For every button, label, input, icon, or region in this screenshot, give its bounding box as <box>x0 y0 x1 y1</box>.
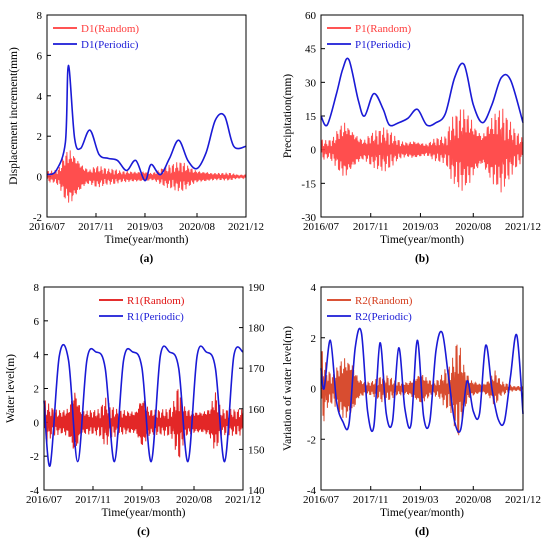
x-tick-label: 2017/11 <box>75 494 111 506</box>
y-axis-label: Displacement increment(mm) <box>8 47 20 185</box>
y-tick-label: 4 <box>311 282 317 294</box>
plot-frame <box>46 14 247 218</box>
panel-label: (d) <box>415 526 429 538</box>
x-tick-label: 2016/07 <box>303 221 340 233</box>
y-tick-label: 4 <box>37 91 43 103</box>
y-tick-label: 0 <box>311 384 317 396</box>
chart-b: 2016/07 2017/11 2019/03 2020/08 2021/12 -30 -1… <box>282 10 541 265</box>
plot-frame <box>43 286 244 491</box>
y-tick-label: 15 <box>305 111 317 123</box>
x-tick-label: 2019/03 <box>127 221 164 233</box>
x-tick-label: 2021/12 <box>225 494 261 506</box>
x-tick-label: 2021/12 <box>505 494 541 506</box>
x-tick-label: 2017/11 <box>353 221 389 233</box>
y-axis-label: Water level(m) <box>5 354 17 423</box>
y-tick-label: -2 <box>33 212 42 224</box>
x-axis-label: Time(year/month) <box>105 234 189 246</box>
chart-d: 2016/07 2017/11 2019/03 2020/08 2021/12 -4 -2 0… <box>282 282 541 538</box>
panel-label: (a) <box>140 253 154 265</box>
chart-c: 2016/07 2017/11 2019/03 2020/08 2021/12 -4 -2 0… <box>5 282 265 538</box>
y-tick-label: -30 <box>301 212 316 224</box>
y-tick-label: 2 <box>34 384 40 396</box>
x-tick-label: 2020/08 <box>455 494 492 506</box>
legend-entry: R2(Random) <box>355 295 413 307</box>
x-axis-label: Time(year/month) <box>380 234 464 246</box>
x-tick-label: 2016/07 <box>26 494 63 506</box>
y-tick-label: -2 <box>30 451 39 463</box>
legend-entry: R2(Periodic) <box>355 311 412 323</box>
x-tick-label: 2019/03 <box>402 494 439 506</box>
y-tick-label: 0 <box>34 417 40 429</box>
y-tick-label: 0 <box>311 145 317 157</box>
x-tick-label: 2021/12 <box>228 221 264 233</box>
legend-entry: R1(Periodic) <box>127 311 184 323</box>
panel-label: (c) <box>137 526 150 538</box>
y-tick-label: 60 <box>305 10 317 22</box>
y-axis-label: Variation of water level(m) <box>282 326 294 451</box>
x-axis-label: Time(year/month) <box>102 507 186 519</box>
y2-tick-label: 160 <box>248 404 265 416</box>
x-axis-label: Time(year/month) <box>380 507 464 519</box>
legend-entry: D1(Random) <box>81 23 139 35</box>
y-tick-label: -4 <box>30 485 40 497</box>
y-tick-label: 30 <box>305 77 317 89</box>
y2-tick-label: 190 <box>248 282 265 294</box>
legend-entry: P1(Random) <box>355 23 412 35</box>
legend-entry: P1(Periodic) <box>355 39 411 51</box>
plot-frame <box>320 14 524 218</box>
x-tick-label: 2019/03 <box>124 494 161 506</box>
x-tick-label: 2020/08 <box>176 494 213 506</box>
plot-frame <box>320 286 524 491</box>
series-line-periodic <box>46 64 247 182</box>
x-tick-label: 2016/07 <box>303 494 340 506</box>
x-tick-label: 2017/11 <box>353 494 389 506</box>
series-line-random <box>320 108 524 193</box>
y-tick-label: 6 <box>34 316 40 328</box>
y-tick-label: 0 <box>37 172 43 184</box>
x-tick-label: 2020/08 <box>455 221 492 233</box>
series-line-periodic <box>43 344 244 467</box>
y-axis-label: Precipitation(mm) <box>282 74 294 158</box>
x-tick-label: 2017/11 <box>78 221 114 233</box>
legend-entry: R1(Random) <box>127 295 185 307</box>
y-tick-label: -2 <box>307 434 316 446</box>
y2-tick-label: 150 <box>248 444 265 456</box>
y2-tick-label: 170 <box>248 363 265 375</box>
y2-tick-label: 140 <box>248 485 265 497</box>
panel-label: (b) <box>415 253 429 265</box>
y-tick-label: 8 <box>37 10 43 22</box>
series-line-periodic <box>320 57 524 127</box>
x-tick-label: 2019/03 <box>402 221 439 233</box>
y-tick-label: 6 <box>37 50 43 62</box>
x-tick-label: 2021/12 <box>505 221 541 233</box>
chart-a: 2016/07 2017/11 2019/03 2020/08 2021/12 -2 0 2 4… <box>8 10 264 265</box>
x-tick-label: 2020/08 <box>179 221 216 233</box>
y-tick-label: -4 <box>307 485 317 497</box>
y2-tick-label: 180 <box>248 323 265 335</box>
x-tick-label: 2016/07 <box>29 221 66 233</box>
legend-entry: D1(Periodic) <box>81 39 139 51</box>
y-tick-label: 45 <box>305 44 317 56</box>
y-tick-label: -15 <box>301 178 316 190</box>
y-tick-label: 2 <box>311 333 317 345</box>
y-tick-label: 8 <box>34 282 40 294</box>
series-line-periodic <box>320 327 524 433</box>
series-line-random <box>43 389 244 458</box>
y-tick-label: 2 <box>37 131 43 143</box>
y-tick-label: 4 <box>34 350 40 362</box>
